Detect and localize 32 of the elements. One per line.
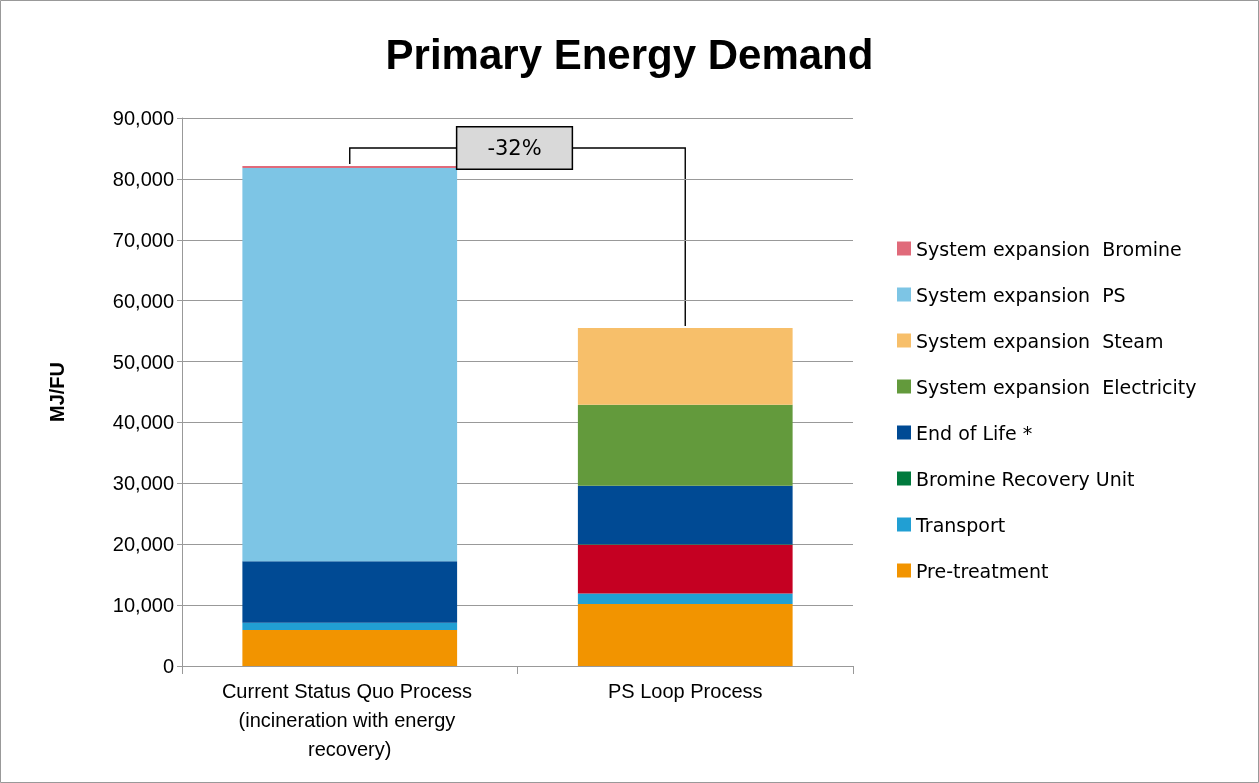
bar <box>577 404 793 486</box>
legend-label: System expansion Electricity <box>916 375 1197 398</box>
y-tick-label: 30,000 <box>112 472 174 495</box>
bar <box>577 593 793 604</box>
y-tick-label: 60,000 <box>112 289 174 312</box>
legend-label: System expansion PS <box>916 283 1126 306</box>
legend-label: System expansion Bromine <box>916 237 1182 260</box>
annotation: -32% <box>487 136 542 160</box>
y-tick-label: 10,000 <box>112 594 174 617</box>
y-axis-title: MJ/FU <box>46 362 68 422</box>
bar <box>577 603 793 666</box>
chart-title: Primary Energy Demand <box>385 30 874 78</box>
y-tick-label: 80,000 <box>112 167 174 190</box>
bar <box>242 561 458 623</box>
bar <box>577 544 793 594</box>
y-tick-label: 50,000 <box>112 350 174 373</box>
bar <box>577 485 793 545</box>
bar <box>577 328 793 405</box>
legend-label: End of Life * <box>916 421 1033 444</box>
y-tick-label: 0 <box>162 655 174 677</box>
legend-label: Pre-treatment <box>916 559 1049 582</box>
y-tick-label: 20,000 <box>112 533 174 556</box>
y-tick-label: 90,000 <box>112 107 174 129</box>
x-tick-label: PS Loop Process <box>607 679 763 702</box>
x-tick-label: Current Status Quo Process (incineration with energy recovery) <box>221 679 478 760</box>
legend-label: System expansion Steam <box>916 329 1164 352</box>
y-tick-label: 40,000 <box>112 411 174 434</box>
bar <box>242 630 458 666</box>
bar <box>242 622 458 631</box>
legend-label: Bromine Recovery Unit <box>916 467 1135 490</box>
y-tick-label: 70,000 <box>112 228 174 251</box>
legend-label: Transport <box>915 513 1006 536</box>
